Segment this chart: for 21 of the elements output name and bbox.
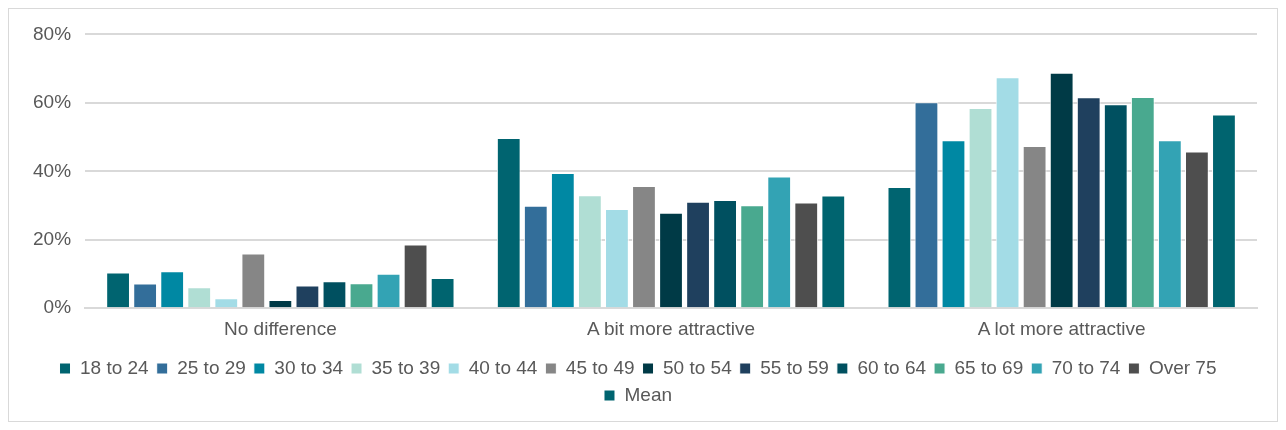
- legend-label: 60 to 64: [857, 356, 927, 378]
- legend-label: Over 75: [1148, 356, 1217, 378]
- legend-label: 35 to 39: [371, 356, 441, 378]
- legend-label: 30 to 34: [274, 356, 344, 378]
- legend-label: 45 to 49: [565, 356, 635, 378]
- legend-label: 50 to 54: [663, 356, 733, 378]
- legend-label: 25 to 29: [177, 356, 246, 378]
- y-tick-label: 0%: [43, 296, 72, 318]
- x-tick-label: A bit more attractive: [587, 317, 755, 339]
- legend-label: 18 to 24: [80, 356, 150, 378]
- y-tick-label: 60%: [33, 91, 72, 113]
- x-tick-label: A lot more attractive: [977, 317, 1146, 339]
- legend-label: Mean: [624, 383, 673, 405]
- legend-label: 70 to 74: [1051, 356, 1121, 378]
- legend-label: 40 to 44: [468, 356, 538, 378]
- legend-label: 55 to 59: [760, 356, 829, 378]
- y-tick-label: 20%: [33, 227, 72, 249]
- x-tick-label: No difference: [224, 317, 337, 339]
- y-tick-label: 80%: [33, 22, 72, 44]
- y-tick-label: 40%: [33, 159, 72, 181]
- legend-label: 65 to 69: [954, 356, 1024, 378]
